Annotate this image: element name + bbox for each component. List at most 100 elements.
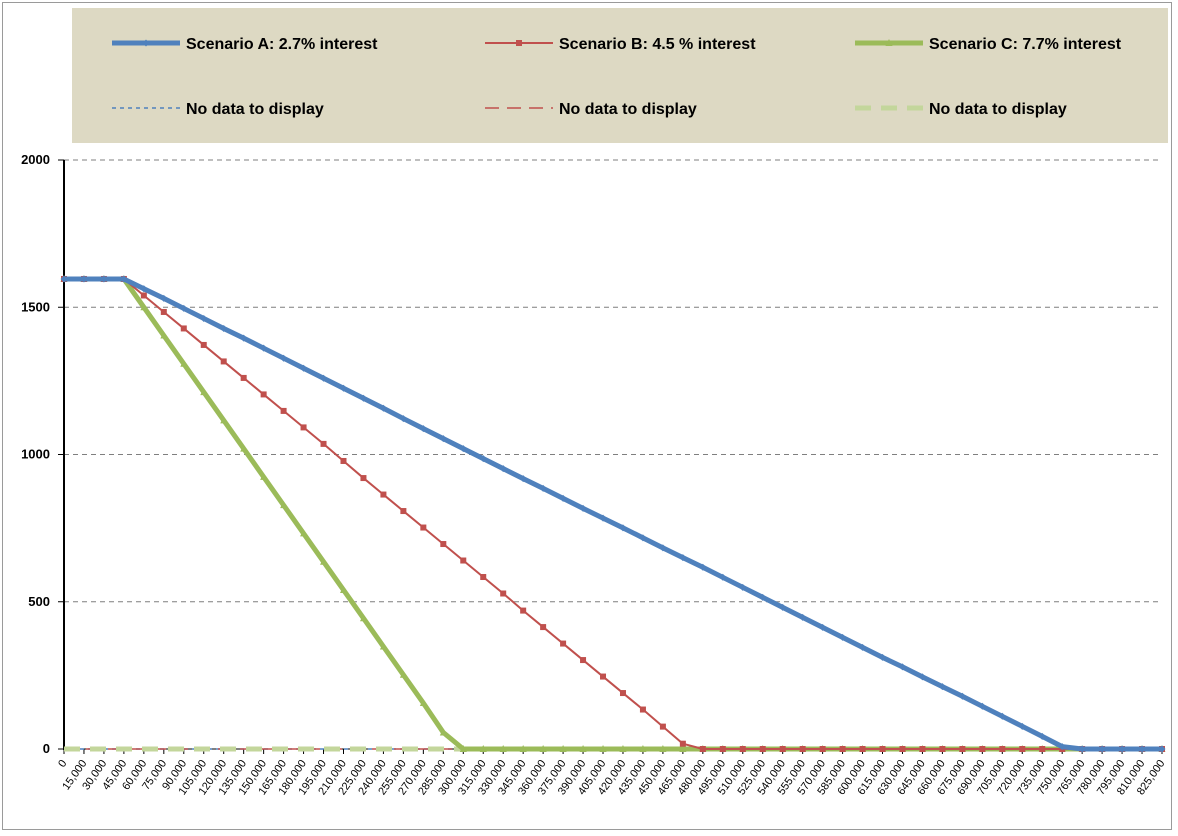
data-point — [80, 275, 88, 283]
series-2 — [61, 275, 1165, 752]
y-tick-label: 2000 — [21, 152, 50, 167]
data-point — [1018, 722, 1026, 730]
data-point — [619, 690, 626, 697]
data-point — [160, 331, 168, 339]
data-point — [879, 746, 886, 752]
data-point — [320, 557, 328, 565]
y-tick-label: 1000 — [21, 447, 50, 462]
data-point — [339, 585, 347, 593]
data-point — [240, 444, 248, 452]
data-point — [859, 746, 866, 752]
data-point — [819, 746, 826, 752]
data-point — [439, 435, 447, 443]
data-point — [619, 524, 627, 532]
data-point — [160, 308, 167, 315]
data-point — [1118, 745, 1126, 753]
legend-label: No data to display — [929, 101, 1067, 118]
data-point — [559, 494, 567, 502]
data-point — [819, 623, 827, 631]
data-point — [619, 745, 627, 752]
data-point — [142, 39, 150, 47]
data-point — [699, 746, 706, 752]
data-point — [140, 285, 148, 293]
data-point — [579, 504, 587, 512]
data-point — [1039, 746, 1046, 752]
data-point — [180, 304, 188, 312]
data-point — [899, 746, 906, 752]
data-point — [939, 746, 946, 752]
data-point — [579, 745, 587, 752]
y-tick-label: 1500 — [21, 299, 50, 314]
data-point — [459, 445, 467, 453]
data-point — [280, 407, 287, 414]
data-point — [340, 457, 347, 464]
data-point — [260, 472, 268, 480]
data-point — [500, 590, 507, 597]
data-point — [520, 607, 527, 614]
data-point — [360, 475, 367, 482]
data-point — [479, 745, 487, 752]
data-point — [280, 354, 288, 362]
series-line — [64, 276, 1162, 752]
data-point — [599, 514, 607, 522]
data-point — [885, 39, 893, 46]
legend-entry: Scenario C: 7.7% interest — [855, 36, 1122, 53]
data-point — [879, 653, 887, 661]
legend-label: No data to display — [186, 101, 324, 118]
data-point — [240, 374, 247, 381]
data-point — [679, 740, 686, 747]
legend-label: Scenario C: 7.7% interest — [929, 36, 1122, 53]
data-point — [679, 745, 687, 752]
series-layer — [60, 274, 1166, 753]
data-point — [180, 359, 188, 367]
legend-entry: No data to display — [485, 101, 697, 118]
data-point — [479, 455, 487, 463]
data-point — [679, 554, 687, 562]
series-3 — [60, 274, 1166, 752]
series-line — [64, 277, 1162, 750]
data-point — [460, 557, 467, 564]
data-point — [539, 484, 547, 492]
legend-entry: No data to display — [855, 101, 1067, 118]
legend-label: No data to display — [559, 101, 697, 118]
data-point — [938, 683, 946, 691]
data-point — [919, 746, 926, 752]
data-point — [839, 746, 846, 752]
series-line — [64, 276, 1162, 752]
data-point — [379, 642, 387, 650]
y-tick-labels: 0 500 1000 1500 2000 — [21, 152, 50, 756]
data-point — [220, 416, 228, 424]
data-point — [859, 643, 867, 651]
data-point — [918, 673, 926, 681]
y-tick-label: 500 — [28, 594, 50, 609]
data-point — [519, 475, 527, 483]
data-point — [779, 746, 786, 752]
data-point — [699, 563, 707, 571]
data-point — [380, 491, 387, 498]
x-tick-label: 0 — [56, 758, 69, 770]
data-point — [440, 541, 447, 548]
data-point — [300, 364, 308, 372]
data-point — [759, 593, 767, 601]
data-point — [1138, 745, 1146, 753]
y-tick-label: 0 — [43, 741, 50, 756]
data-point — [140, 303, 148, 311]
data-point — [240, 334, 248, 342]
data-point — [1058, 743, 1066, 751]
data-point — [459, 745, 467, 752]
data-point — [1078, 745, 1086, 753]
data-point — [1158, 745, 1166, 753]
data-point — [639, 706, 646, 713]
series-1 — [60, 275, 1166, 753]
data-point — [300, 424, 307, 431]
data-point — [580, 657, 587, 664]
data-point — [160, 294, 168, 302]
data-point — [799, 746, 806, 752]
data-point — [359, 614, 367, 622]
data-point — [599, 745, 607, 752]
data-point — [999, 746, 1006, 752]
data-point — [100, 275, 108, 283]
data-point — [659, 544, 667, 552]
data-point — [399, 670, 407, 678]
x-tick-labels: 015,00030,00045,00060,00075,00090,000105… — [56, 749, 1167, 797]
